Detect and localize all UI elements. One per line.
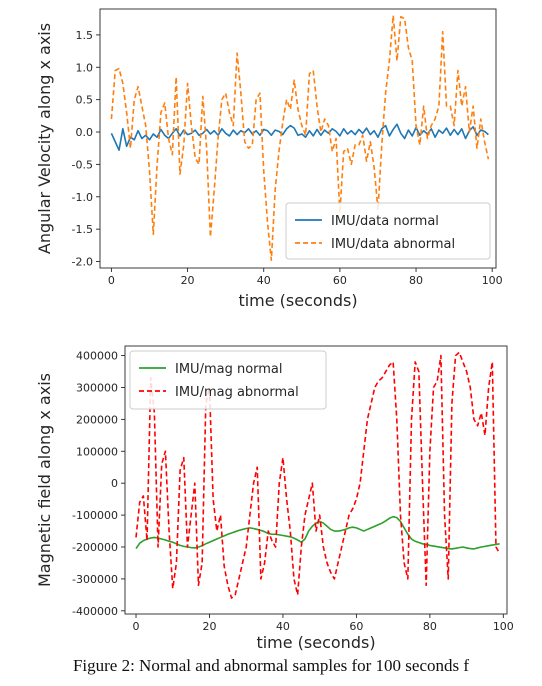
- y-axis-label: Angular Velocity along x axis: [35, 23, 54, 254]
- x-axis-label: time (seconds): [256, 633, 375, 652]
- y-tick-label: -1.0: [72, 191, 93, 204]
- y-tick-label: 0: [111, 477, 118, 490]
- y-tick-label: -200000: [72, 541, 118, 554]
- legend: IMU/mag normal IMU/mag abnormal: [129, 350, 327, 410]
- x-tick-label: 80: [423, 620, 437, 633]
- y-tick-label: -400000: [72, 605, 118, 618]
- y-tick-label: 300000: [76, 381, 118, 394]
- legend-label: IMU/mag abnormal: [175, 385, 299, 400]
- magnetic-field-chart: 0 20 40 60 80 100 -400000 -300000 -200000 -100000…: [35, 345, 514, 652]
- x-tick-label: 60: [333, 274, 347, 287]
- figure-caption: Figure 2: Normal and abnormal samples fo…: [72, 656, 470, 675]
- y-tick-label: 200000: [76, 413, 118, 426]
- legend-label: IMU/data normal: [331, 214, 439, 229]
- y-tick-label: -300000: [72, 573, 118, 586]
- legend-box: [285, 202, 491, 260]
- series-line-2: [110, 14, 490, 262]
- x-tick-label: 20: [202, 620, 216, 633]
- angular-velocity-chart: 0 20 40 60 80 100 -2.0 -1.5 -1.0 -0.5 0.0 0.5 1.0 1.5…: [35, 8, 503, 310]
- x-tick-label: 100: [493, 620, 514, 633]
- x-tick-label: 80: [409, 274, 423, 287]
- y-tick-label: 0.5: [76, 94, 94, 107]
- y-tick-label: -2.0: [72, 256, 93, 269]
- x-axis-label: time (seconds): [238, 291, 357, 310]
- legend: IMU/data normal IMU/data abnormal: [285, 202, 491, 260]
- y-tick-label: -1.5: [72, 223, 93, 236]
- x-tick-label: 100: [482, 274, 503, 287]
- x-tick-label: 60: [349, 620, 363, 633]
- y-tick-label: 400000: [76, 350, 118, 363]
- x-tick-label: 0: [108, 274, 115, 287]
- y-tick-label: 100000: [76, 445, 118, 458]
- y-tick-label: 0.0: [76, 126, 94, 139]
- y-tick-label: 1.0: [76, 61, 94, 74]
- y-tick-label: -100000: [72, 509, 118, 522]
- y-tick-label: 1.5: [76, 29, 94, 42]
- series-line-2: [135, 351, 501, 599]
- legend-box: [129, 350, 327, 410]
- legend-label: IMU/mag normal: [175, 362, 283, 377]
- y-axis-label: Magnetic field along x axis: [35, 373, 54, 587]
- x-tick-label: 0: [133, 620, 140, 633]
- y-tick-label: -0.5: [72, 158, 93, 171]
- x-tick-label: 40: [276, 620, 290, 633]
- x-tick-label: 40: [257, 274, 271, 287]
- legend-label: IMU/data abnormal: [331, 237, 455, 252]
- x-tick-label: 20: [181, 274, 195, 287]
